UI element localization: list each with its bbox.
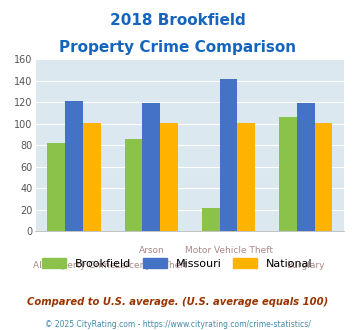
Legend: Brookfield, Missouri, National: Brookfield, Missouri, National: [38, 254, 317, 273]
Text: © 2025 CityRating.com - https://www.cityrating.com/crime-statistics/: © 2025 CityRating.com - https://www.city…: [45, 320, 310, 329]
Bar: [237, 123, 255, 231]
Bar: [142, 103, 160, 231]
Text: Property Crime Comparison: Property Crime Comparison: [59, 40, 296, 54]
Text: 2018 Brookfield: 2018 Brookfield: [110, 13, 245, 28]
Bar: [48, 143, 65, 231]
Bar: [279, 117, 297, 231]
Bar: [83, 123, 101, 231]
Text: Arson: Arson: [138, 246, 164, 255]
Bar: [315, 123, 332, 231]
Text: Larceny & Theft: Larceny & Theft: [115, 261, 187, 270]
Text: Compared to U.S. average. (U.S. average equals 100): Compared to U.S. average. (U.S. average …: [27, 297, 328, 307]
Bar: [202, 209, 220, 231]
Bar: [220, 79, 237, 231]
Bar: [65, 101, 83, 231]
Bar: [160, 123, 178, 231]
Text: Motor Vehicle Theft: Motor Vehicle Theft: [185, 246, 273, 255]
Bar: [125, 139, 142, 231]
Bar: [297, 103, 315, 231]
Text: All Property Crime: All Property Crime: [33, 261, 115, 270]
Text: Burglary: Burglary: [286, 261, 325, 270]
